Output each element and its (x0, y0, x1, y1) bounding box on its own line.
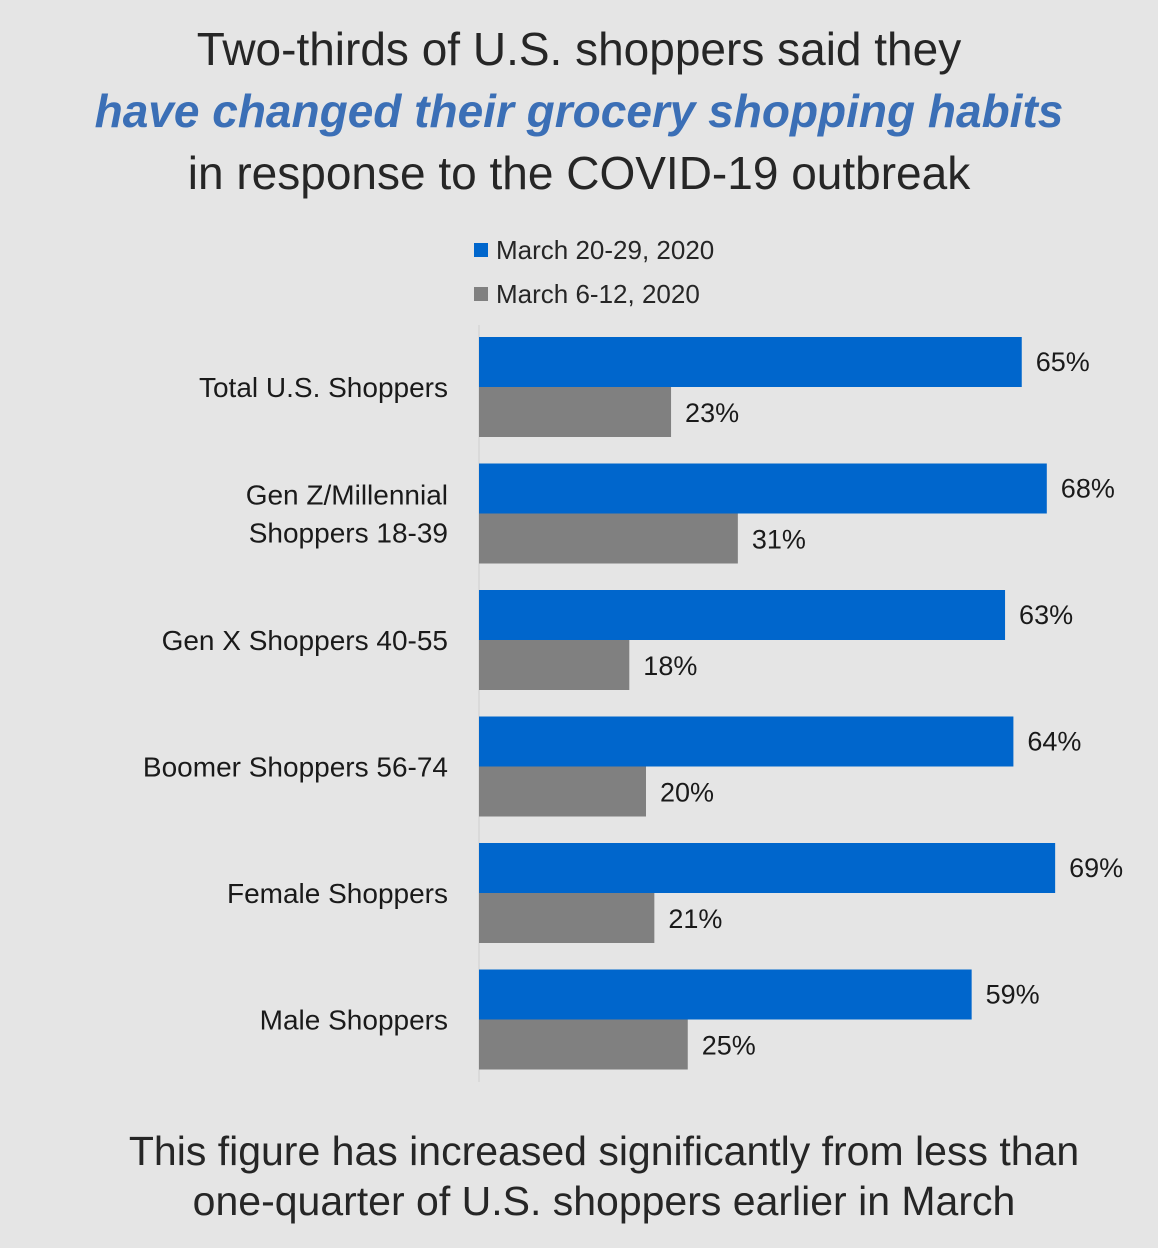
bar-series-2 (479, 640, 630, 690)
data-label-series-2: 31% (752, 525, 806, 555)
title-line-1: Two-thirds of U.S. shoppers said they (196, 23, 962, 75)
legend-label-series-1: March 20-29, 2020 (496, 235, 715, 265)
bar-series-1 (479, 716, 1014, 767)
bar-series-1 (479, 337, 1022, 387)
chart-title: Two-thirds of U.S. shoppers said they ha… (0, 18, 1158, 204)
legend-item-series-1: March 20-29, 2020 (474, 228, 714, 272)
category-label: Female Shoppers (227, 878, 448, 909)
chart-footnote: This figure has increased significantly … (0, 1126, 1158, 1226)
data-label-series-2: 18% (643, 651, 697, 681)
data-label-series-1: 63% (1019, 600, 1073, 630)
legend-swatch-series-1 (474, 243, 488, 257)
legend-item-series-2: March 6-12, 2020 (474, 272, 714, 316)
footnote-line-1: This figure has increased significantly … (128, 1128, 1080, 1174)
category-label: Shoppers 18-39 (249, 518, 448, 549)
data-label-series-2: 21% (668, 904, 722, 934)
data-label-series-2: 25% (702, 1031, 756, 1061)
bar-series-1 (479, 843, 1056, 893)
legend-swatch-series-2 (474, 287, 488, 301)
bar-series-1 (479, 590, 1006, 640)
title-line-2-highlight: have changed their grocery shopping habi… (94, 85, 1064, 137)
category-label: Gen X Shoppers 40-55 (162, 625, 448, 656)
category-label: Gen Z/Millennial (246, 480, 448, 511)
category-label: Male Shoppers (260, 1005, 448, 1036)
title-line-3: in response to the COVID-19 outbreak (187, 147, 971, 199)
chart-legend: March 20-29, 2020 March 6-12, 2020 (474, 228, 714, 316)
data-label-series-1: 69% (1069, 853, 1123, 883)
data-label-series-1: 64% (1027, 727, 1081, 757)
data-label-series-1: 59% (986, 980, 1040, 1010)
bar-series-2 (479, 893, 655, 943)
data-label-series-1: 68% (1061, 474, 1115, 504)
legend-label-series-2: March 6-12, 2020 (496, 279, 700, 309)
bar-series-2 (479, 387, 672, 437)
bar-series-2 (479, 513, 738, 564)
footnote-line-2: one-quarter of U.S. shoppers earlier in … (192, 1178, 1016, 1224)
category-label: Total U.S. Shoppers (199, 372, 448, 403)
category-label: Boomer Shoppers 56-74 (143, 752, 448, 783)
data-label-series-2: 20% (660, 778, 714, 808)
data-label-series-1: 65% (1036, 347, 1090, 377)
bar-series-1 (479, 969, 972, 1020)
bar-series-2 (479, 766, 646, 817)
bar-series-1 (479, 463, 1047, 514)
bar-series-2 (479, 1019, 688, 1070)
data-label-series-2: 23% (685, 398, 739, 428)
